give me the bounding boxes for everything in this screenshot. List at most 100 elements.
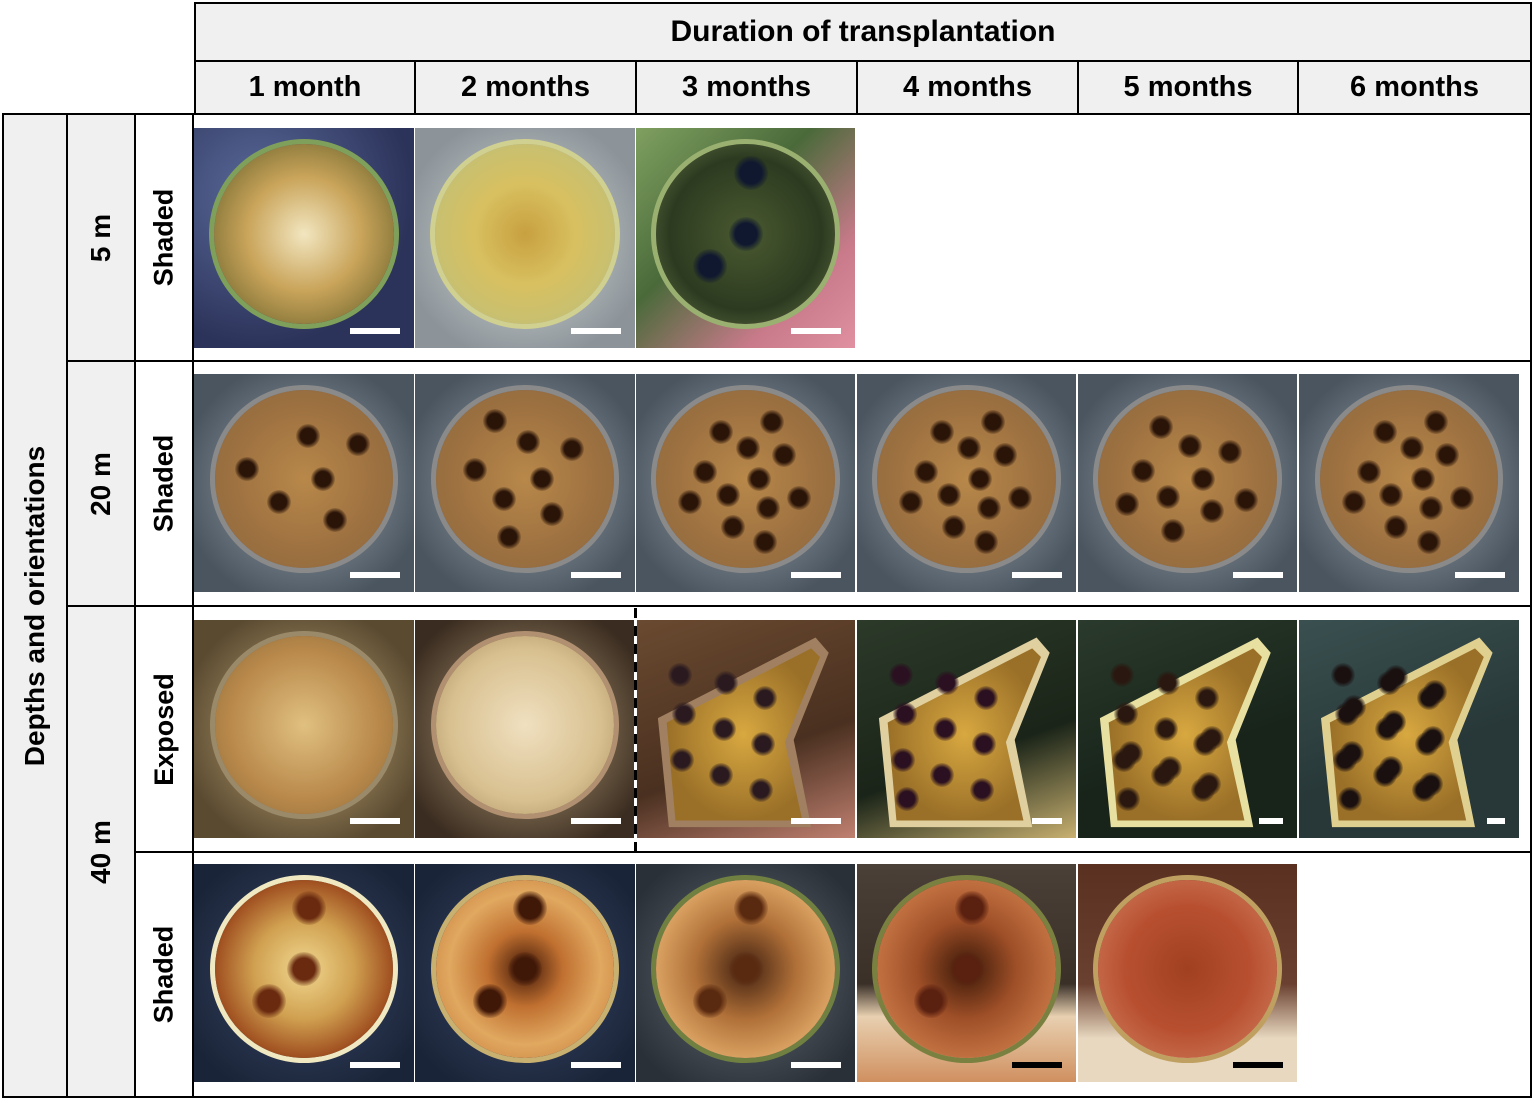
coral-polyp <box>1381 710 1406 735</box>
scale-bar <box>571 328 621 334</box>
coral-disc <box>213 143 395 325</box>
side-title-text: Depths and orientations <box>19 445 50 766</box>
coral-polyp <box>1155 671 1180 696</box>
coral-polyp <box>667 662 692 687</box>
coral-polyp <box>899 489 924 514</box>
coral-polyp <box>890 747 915 772</box>
coral-polyp <box>540 502 565 527</box>
column-header-4: 4 months <box>856 60 1079 115</box>
coral-polyp <box>1379 756 1404 781</box>
coral-polyp <box>1156 484 1181 509</box>
coral-polyp <box>751 732 776 757</box>
scale-bar <box>1032 818 1062 824</box>
coral-polyp <box>747 467 772 491</box>
scale-bar <box>1012 1062 1062 1068</box>
coral-photo-40m-shaded-month-3 <box>636 864 855 1082</box>
scale-bar <box>791 818 841 824</box>
scale-bar <box>1012 572 1062 578</box>
coral-polyp <box>709 419 734 444</box>
coral-polyp <box>295 423 320 448</box>
coral-polyp <box>941 514 966 539</box>
coral-photo-40m-shaded-month-5 <box>1078 864 1297 1082</box>
coral-polyp <box>748 778 773 803</box>
coral-polyp <box>715 483 740 508</box>
coral-polyp <box>1131 459 1156 484</box>
depth-label-20m: 20 m <box>66 360 136 607</box>
coral-disc <box>434 143 616 325</box>
coral-polyp <box>934 671 959 696</box>
scale-bar <box>1233 1062 1283 1068</box>
coral-photo-20m-month-3 <box>636 374 855 592</box>
coral-polyp <box>771 442 796 467</box>
coral-polyp <box>713 671 738 696</box>
header-title: Duration of transplantation <box>194 2 1532 62</box>
coral-polyp <box>1384 514 1409 539</box>
coral-polyp <box>672 701 697 726</box>
coral-disc <box>656 389 835 569</box>
orientation-label-5m-shaded: Shaded <box>134 113 194 362</box>
scale-bar <box>571 572 621 578</box>
coral-polyp <box>1118 740 1143 765</box>
scale-bar <box>1233 572 1283 578</box>
coral-colony-shape <box>878 637 1050 828</box>
coral-polyp <box>1379 483 1404 508</box>
coral-polyp <box>1199 725 1224 750</box>
scale-bar <box>571 818 621 824</box>
coral-polyp <box>292 890 327 925</box>
scale-bar <box>791 328 841 334</box>
coral-polyp <box>736 436 761 461</box>
header-title-text: Duration of transplantation <box>670 15 1056 48</box>
coral-polyp <box>1114 701 1139 726</box>
coral-polyp <box>497 525 522 550</box>
coral-disc <box>1098 389 1277 569</box>
coral-polyp <box>755 495 780 520</box>
coral-polyp <box>669 747 694 772</box>
coral-polyp <box>895 786 920 811</box>
coral-polyp <box>1416 529 1441 554</box>
scale-bar <box>571 1062 621 1068</box>
coral-polyp <box>981 410 1006 435</box>
coral-photo-40m-shaded-month-4 <box>857 864 1076 1082</box>
coral-polyp <box>1195 686 1220 711</box>
scale-bar <box>350 572 400 578</box>
coral-photo-40m-exposed-month-5 <box>1078 620 1297 838</box>
coral-polyp <box>1339 740 1364 765</box>
coral-polyp <box>976 495 1001 520</box>
coral-polyp <box>1157 756 1182 781</box>
coral-photo-5m-month-2 <box>415 128 635 348</box>
coral-polyp <box>1421 725 1446 750</box>
coral-polyp <box>1341 489 1366 514</box>
scale-bar <box>350 328 400 334</box>
coral-polyp <box>969 778 994 803</box>
side-title: Depths and orientations <box>2 113 68 1098</box>
coral-photo-5m-month-3 <box>636 128 855 348</box>
coral-polyp <box>1419 495 1444 520</box>
coral-polyp <box>1410 467 1435 491</box>
coral-photo-40m-shaded-month-2 <box>415 864 635 1082</box>
coral-polyp <box>733 890 768 925</box>
coral-photo-5m-month-1 <box>194 128 414 348</box>
column-header-2: 2 months <box>414 60 637 115</box>
scale-bar <box>791 1062 841 1068</box>
coral-polyp <box>1007 486 1032 511</box>
coral-polyp <box>483 409 508 434</box>
coral-polyp <box>930 762 955 787</box>
coral-polyp <box>728 217 763 251</box>
coral-disc <box>877 389 1056 569</box>
coral-polyp <box>491 486 516 511</box>
coral-polyp <box>914 459 938 484</box>
coral-polyp <box>888 662 913 687</box>
coral-colony-shape <box>657 637 829 828</box>
column-header-5: 5 months <box>1077 60 1299 115</box>
coral-photo-20m-month-4 <box>857 374 1076 592</box>
coral-polyp <box>1372 419 1397 444</box>
coral-polyp <box>472 984 507 1019</box>
coral-polyp <box>972 732 997 757</box>
orientation-label-40m-shaded: Shaded <box>134 851 194 1098</box>
scale-bar <box>791 572 841 578</box>
coral-polyp <box>508 952 542 986</box>
orientation-label-40m-exposed: Exposed <box>134 605 194 853</box>
coral-polyp <box>1419 771 1443 796</box>
coral-polyp <box>516 429 541 454</box>
coral-polyp <box>529 467 554 491</box>
